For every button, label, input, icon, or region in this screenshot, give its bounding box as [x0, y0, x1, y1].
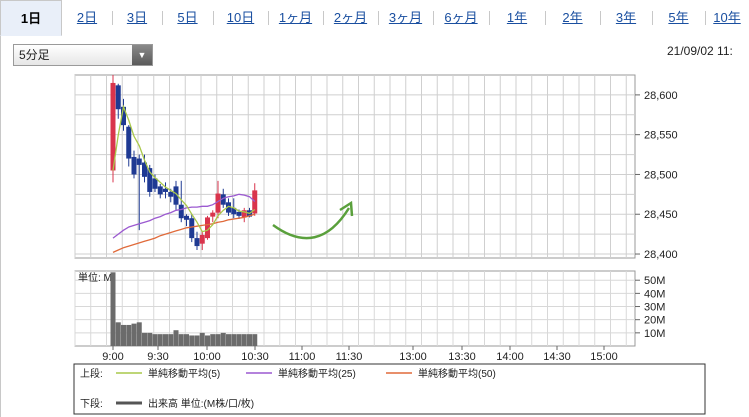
tab-period-5[interactable]: 10日 — [226, 10, 255, 25]
tab-divider — [213, 11, 214, 25]
tab-divider — [652, 11, 653, 25]
tab-period-9[interactable]: 6ヶ月 — [444, 10, 478, 25]
tab-period-8[interactable]: 3ヶ月 — [388, 10, 423, 25]
tab-divider — [112, 11, 113, 25]
interval-select[interactable]: 5分足 ▼ — [13, 44, 153, 66]
tab-period-11[interactable]: 2年 — [562, 10, 583, 25]
interval-select-value: 5分足 — [19, 48, 50, 62]
tab-divider — [545, 11, 546, 25]
tab-divider — [378, 11, 379, 25]
tab-period-14[interactable]: 10年 — [713, 10, 741, 25]
tab-divider — [162, 11, 163, 25]
tab-divider — [268, 11, 269, 25]
tab-period-13[interactable]: 5年 — [668, 10, 689, 25]
period-tab-bar: 1日 2日 3日 5日 10日 1ヶ月 2ヶ月 3ヶ月 6ヶ月 1年 2年 3年 5年 10年 — [0, 0, 749, 37]
tab-divider — [489, 11, 490, 25]
chart-panel — [0, 36, 749, 417]
tab-period-3[interactable]: 3日 — [126, 10, 148, 25]
tab-divider — [433, 11, 434, 25]
tab-period-4[interactable]: 5日 — [177, 10, 198, 25]
tab-period-1[interactable]: 1日 — [0, 0, 62, 36]
tab-period-10[interactable]: 1年 — [506, 10, 528, 25]
tab-divider — [323, 11, 324, 25]
tab-divider — [705, 11, 706, 25]
tab-period-12[interactable]: 3年 — [615, 10, 637, 25]
tab-divider — [600, 11, 601, 25]
data-timestamp: 21/09/02 11: — [667, 44, 733, 58]
tab-period-7[interactable]: 2ヶ月 — [333, 10, 368, 25]
tab-period-2[interactable]: 2日 — [76, 10, 98, 25]
tab-period-6[interactable]: 1ヶ月 — [278, 10, 313, 25]
chevron-down-icon: ▼ — [132, 45, 152, 65]
